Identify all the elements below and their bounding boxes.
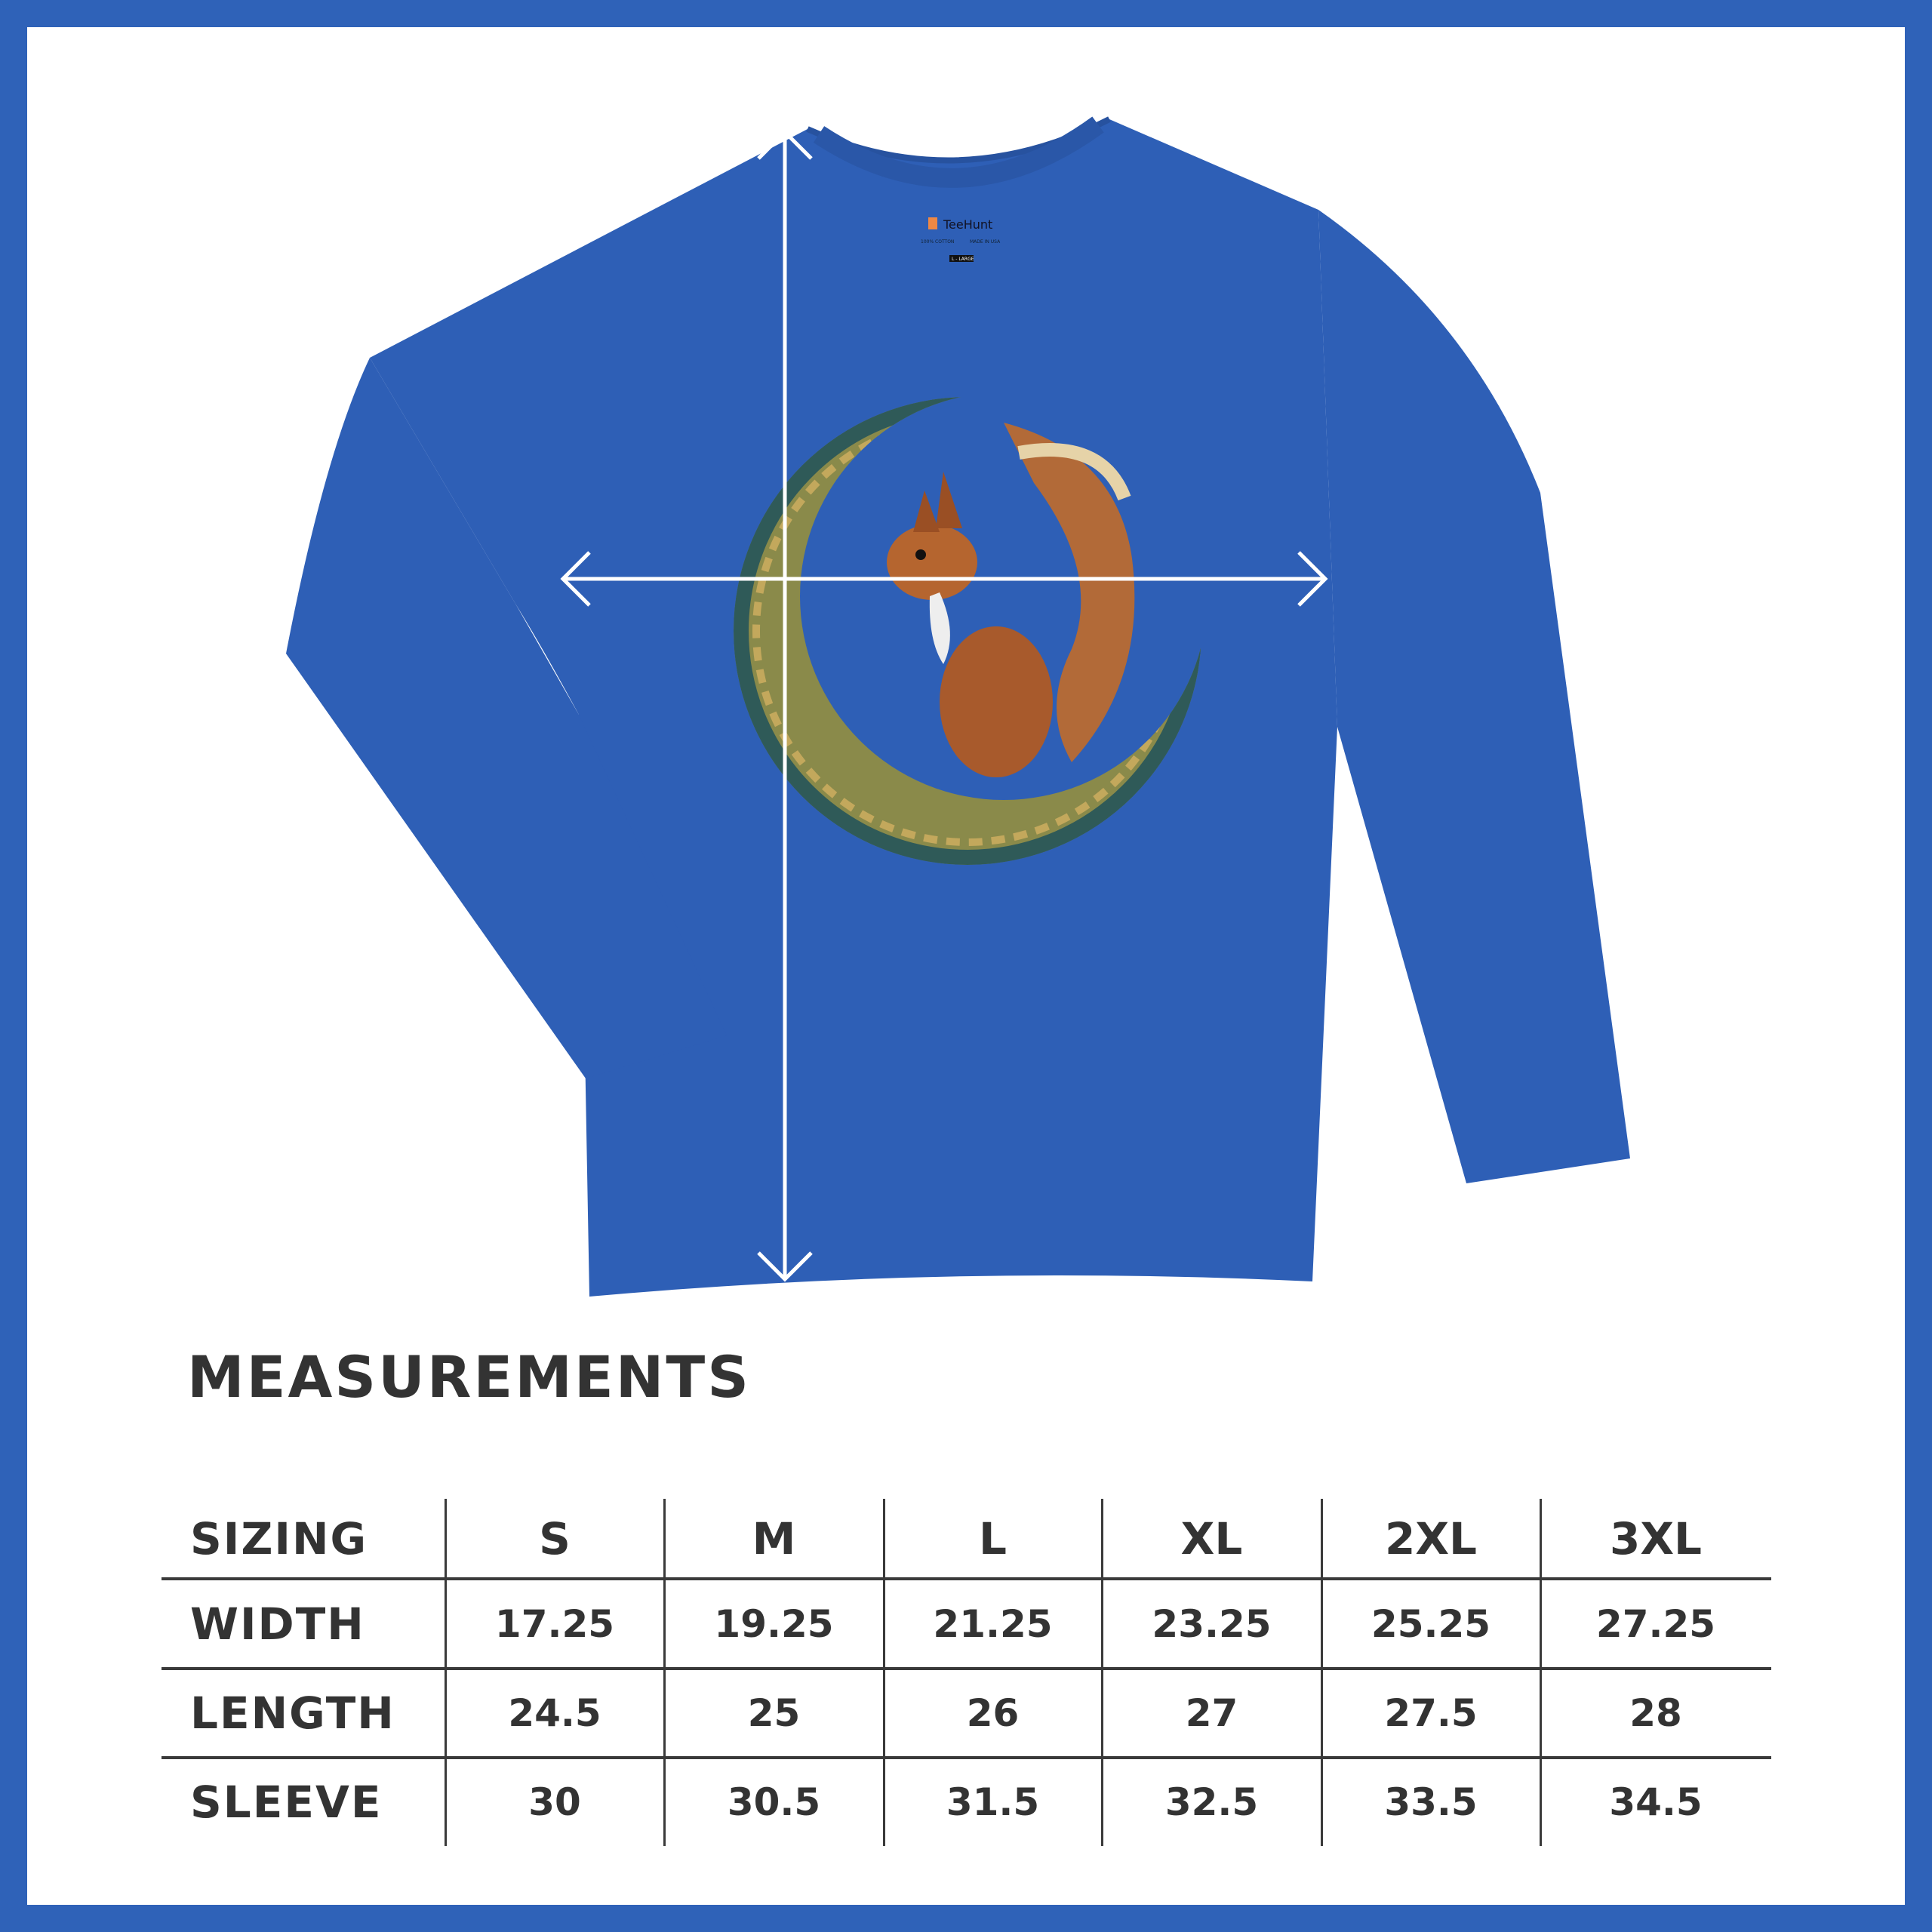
measurement-value: 25 xyxy=(747,1691,801,1735)
svg-text:MADE IN USA: MADE IN USA xyxy=(970,239,1001,245)
row-divider xyxy=(162,1577,1771,1580)
column-divider xyxy=(1321,1499,1323,1846)
left-sleeve xyxy=(286,358,727,1078)
measurement-value: 30 xyxy=(528,1780,581,1824)
row-divider xyxy=(162,1667,1771,1670)
measurement-value: 19.25 xyxy=(714,1601,834,1646)
column-divider xyxy=(1101,1499,1103,1846)
column-divider xyxy=(663,1499,666,1846)
measurement-value: 27 xyxy=(1185,1691,1238,1735)
size-chart-table: SIZING S M L XL 2XL 3XL WIDTH 17.25 19.25 21.25 23.… xyxy=(162,1499,1771,1846)
measurements-title: MEASUREMENTS xyxy=(187,1343,751,1411)
column-divider xyxy=(883,1499,885,1846)
length-arrow xyxy=(757,129,813,1282)
measurement-value: 31.5 xyxy=(946,1780,1040,1824)
row-divider xyxy=(162,1756,1771,1759)
measurement-value: 33.5 xyxy=(1384,1780,1478,1824)
measurement-value: 24.5 xyxy=(508,1691,601,1735)
measurement-value: 28 xyxy=(1629,1691,1682,1735)
squirrel-moon-print xyxy=(734,397,1201,865)
measurement-value: 32.5 xyxy=(1164,1780,1259,1824)
size-header: 2XL xyxy=(1384,1513,1478,1564)
size-header: L xyxy=(979,1513,1007,1564)
measurement-value: 30.5 xyxy=(727,1780,821,1824)
sizing-header: SIZING xyxy=(190,1513,368,1564)
neck-label: TeeHunt 100% COTTON MADE IN USA L - LARG… xyxy=(921,217,1001,262)
measurement-value: 27.25 xyxy=(1595,1601,1716,1646)
svg-text:100% COTTON: 100% COTTON xyxy=(921,239,954,245)
right-sleeve xyxy=(1318,210,1630,1183)
row-label: WIDTH xyxy=(190,1598,365,1650)
width-arrow xyxy=(560,551,1328,607)
measurement-value: 34.5 xyxy=(1609,1780,1703,1824)
measurement-value: 25.25 xyxy=(1371,1601,1491,1646)
measurement-value: 17.25 xyxy=(494,1601,615,1646)
size-header: M xyxy=(752,1513,796,1564)
label-brand: TeeHunt xyxy=(943,217,992,232)
column-divider xyxy=(1540,1499,1542,1846)
measurement-value: 26 xyxy=(966,1691,1020,1735)
row-label: LENGTH xyxy=(190,1687,395,1739)
column-divider xyxy=(445,1499,447,1846)
row-label: SLEEVE xyxy=(190,1776,383,1828)
measurement-value: 23.25 xyxy=(1152,1601,1272,1646)
size-header: XL xyxy=(1180,1513,1243,1564)
size-header: 3XL xyxy=(1609,1513,1703,1564)
long-sleeve-shirt-image: TeeHunt 100% COTTON MADE IN USA L - LARG… xyxy=(286,116,1630,1297)
size-header: S xyxy=(539,1513,571,1564)
measurement-value: 21.25 xyxy=(933,1601,1053,1646)
svg-text:L - LARGE: L - LARGE xyxy=(952,257,974,262)
measurement-value: 27.5 xyxy=(1384,1691,1478,1735)
